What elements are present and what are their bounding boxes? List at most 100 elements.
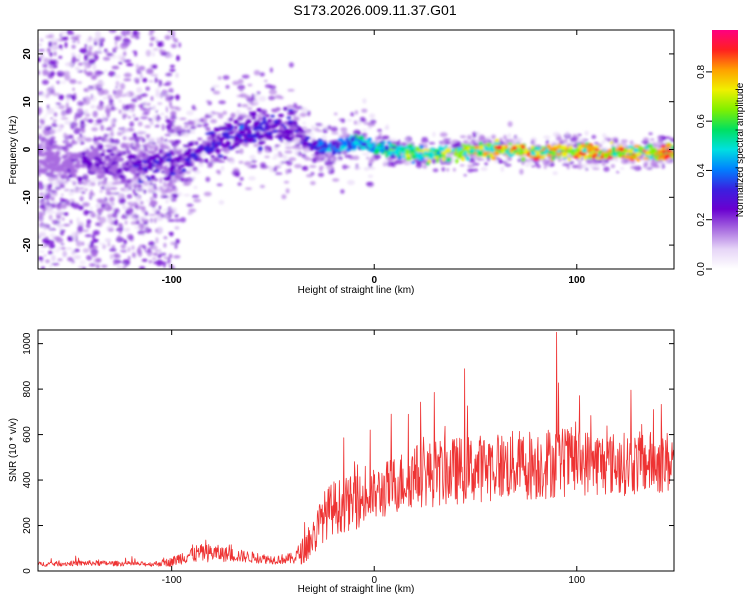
heatmap-noise-cell (134, 50, 138, 57)
heatmap-halo-cell (616, 171, 620, 174)
heatmap-halo-cell (167, 128, 175, 134)
heatmap-noise-cell (64, 62, 72, 67)
heatmap-noise-cell (74, 112, 83, 119)
heatmap-noise-cell (63, 212, 69, 216)
heatmap-noise-cell (148, 241, 155, 246)
heatmap-ridge-cell (335, 148, 339, 153)
heatmap-halo-cell (297, 151, 302, 157)
heatmap-halo-cell (110, 119, 116, 124)
snr-y-ticks: 0 200 400 600 800 1000 (22, 332, 674, 574)
heatmap-halo-cell (162, 209, 167, 212)
heatmap-ridge-cell (567, 156, 571, 162)
heatmap-noise-cell (76, 217, 80, 224)
heatmap-halo-cell (474, 138, 479, 144)
heatmap-ridge-cell (323, 144, 329, 149)
heatmap-halo-cell (591, 134, 597, 139)
heatmap-ridge-cell (72, 173, 77, 178)
heatmap-noise-cell (144, 226, 151, 234)
heatmap-noise-cell (93, 54, 99, 61)
heatmap-halo-cell (557, 158, 562, 162)
heatmap-noise-cell (84, 68, 87, 75)
heatmap-ridge-cell (242, 134, 248, 138)
heatmap-noise-cell (61, 217, 65, 221)
heatmap-halo-cell (452, 167, 456, 172)
heatmap-halo-cell (254, 94, 259, 98)
heatmap-noise-cell (165, 72, 173, 77)
heatmap-halo-cell (278, 151, 282, 155)
heatmap-noise-cell (111, 65, 120, 70)
heatmap-noise-cell (89, 207, 93, 210)
heatmap-halo-cell (594, 142, 599, 145)
heatmap-noise-cell (71, 44, 76, 49)
heatmap-noise-cell (46, 239, 55, 245)
heatmap-halo-cell (54, 186, 62, 190)
heatmap-halo-cell (144, 125, 151, 129)
heatmap-noise-cell (143, 221, 148, 225)
heatmap-noise-cell (75, 235, 78, 243)
heatmap-halo-cell (217, 160, 226, 163)
heatmap-halo-cell (258, 95, 267, 102)
heatmap-halo-cell (60, 117, 69, 120)
heatmap-halo-cell (375, 136, 379, 142)
heatmap-halo-cell (592, 162, 599, 165)
heatmap-halo-cell (128, 109, 135, 113)
heatmap-noise-cell (154, 76, 158, 84)
heatmap-halo-cell (422, 165, 428, 169)
heatmap-halo-cell (95, 83, 103, 87)
heatmap-noise-cell (38, 70, 41, 75)
heatmap-ridge-cell (380, 148, 384, 153)
heatmap-halo-cell (441, 167, 446, 172)
heatmap-halo-cell (317, 129, 323, 132)
heatmap-ridge-cell (405, 157, 412, 161)
heatmap-ridge-cell (353, 141, 360, 145)
heatmap-ridge-cell (288, 122, 293, 126)
heatmap-halo-cell (578, 160, 582, 164)
heatmap-halo-cell (72, 203, 80, 209)
heatmap-noise-cell (114, 93, 121, 99)
heatmap-halo-cell (160, 195, 169, 199)
heatmap-noise-cell (107, 213, 113, 219)
heatmap-halo-cell (555, 137, 563, 141)
heatmap-halo-cell (644, 161, 649, 167)
heatmap-ridge-cell (255, 130, 261, 136)
heatmap-ridge-cell (88, 156, 95, 160)
heatmap-ridge-cell (132, 154, 137, 160)
heatmap-ridge-cell (197, 158, 202, 161)
heatmap-noise-cell (150, 74, 159, 77)
heatmap-noise-cell (123, 239, 127, 245)
heatmap-ridge-cell (227, 123, 232, 129)
heatmap-halo-cell (100, 186, 106, 190)
heatmap-noise-cell (154, 92, 163, 98)
heatmap-halo-cell (225, 85, 230, 89)
heatmap-noise-cell (93, 258, 100, 263)
heatmap-halo-cell (468, 158, 476, 163)
heatmap-halo-cell (327, 125, 332, 129)
heatmap-halo-cell (196, 123, 203, 128)
heatmap-noise-cell (137, 150, 141, 154)
heatmap-noise-cell (91, 250, 98, 257)
heatmap-ridge-cell (407, 144, 413, 148)
heatmap-noise-cell (43, 116, 46, 122)
heatmap-halo-cell (228, 117, 234, 122)
heatmap-ridge-cell (55, 150, 61, 156)
heatmap-noise-cell (87, 119, 94, 123)
heatmap-halo-cell (149, 182, 154, 186)
heatmap-halo-cell (148, 145, 156, 150)
heatmap-noise-cell (71, 32, 75, 36)
heatmap-halo-cell (329, 157, 335, 162)
heatmap-noise-cell (47, 91, 52, 96)
heatmap-halo-cell (51, 122, 57, 128)
heatmap-halo-cell (500, 166, 505, 173)
heatmap-noise-cell (86, 219, 92, 224)
heatmap-ridge-cell (494, 146, 499, 149)
heatmap-halo-cell (494, 160, 498, 164)
spectrogram-y-tick-label: -20 (22, 237, 33, 252)
heatmap-ridge-cell (69, 161, 74, 166)
heatmap-noise-cell (85, 222, 91, 229)
heatmap-halo-cell (315, 123, 323, 126)
heatmap-noise-cell (77, 108, 84, 113)
heatmap-halo-cell (223, 148, 230, 154)
heatmap-ridge-cell (56, 158, 61, 163)
heatmap-ridge-cell (208, 131, 216, 135)
heatmap-noise-cell (127, 255, 131, 261)
